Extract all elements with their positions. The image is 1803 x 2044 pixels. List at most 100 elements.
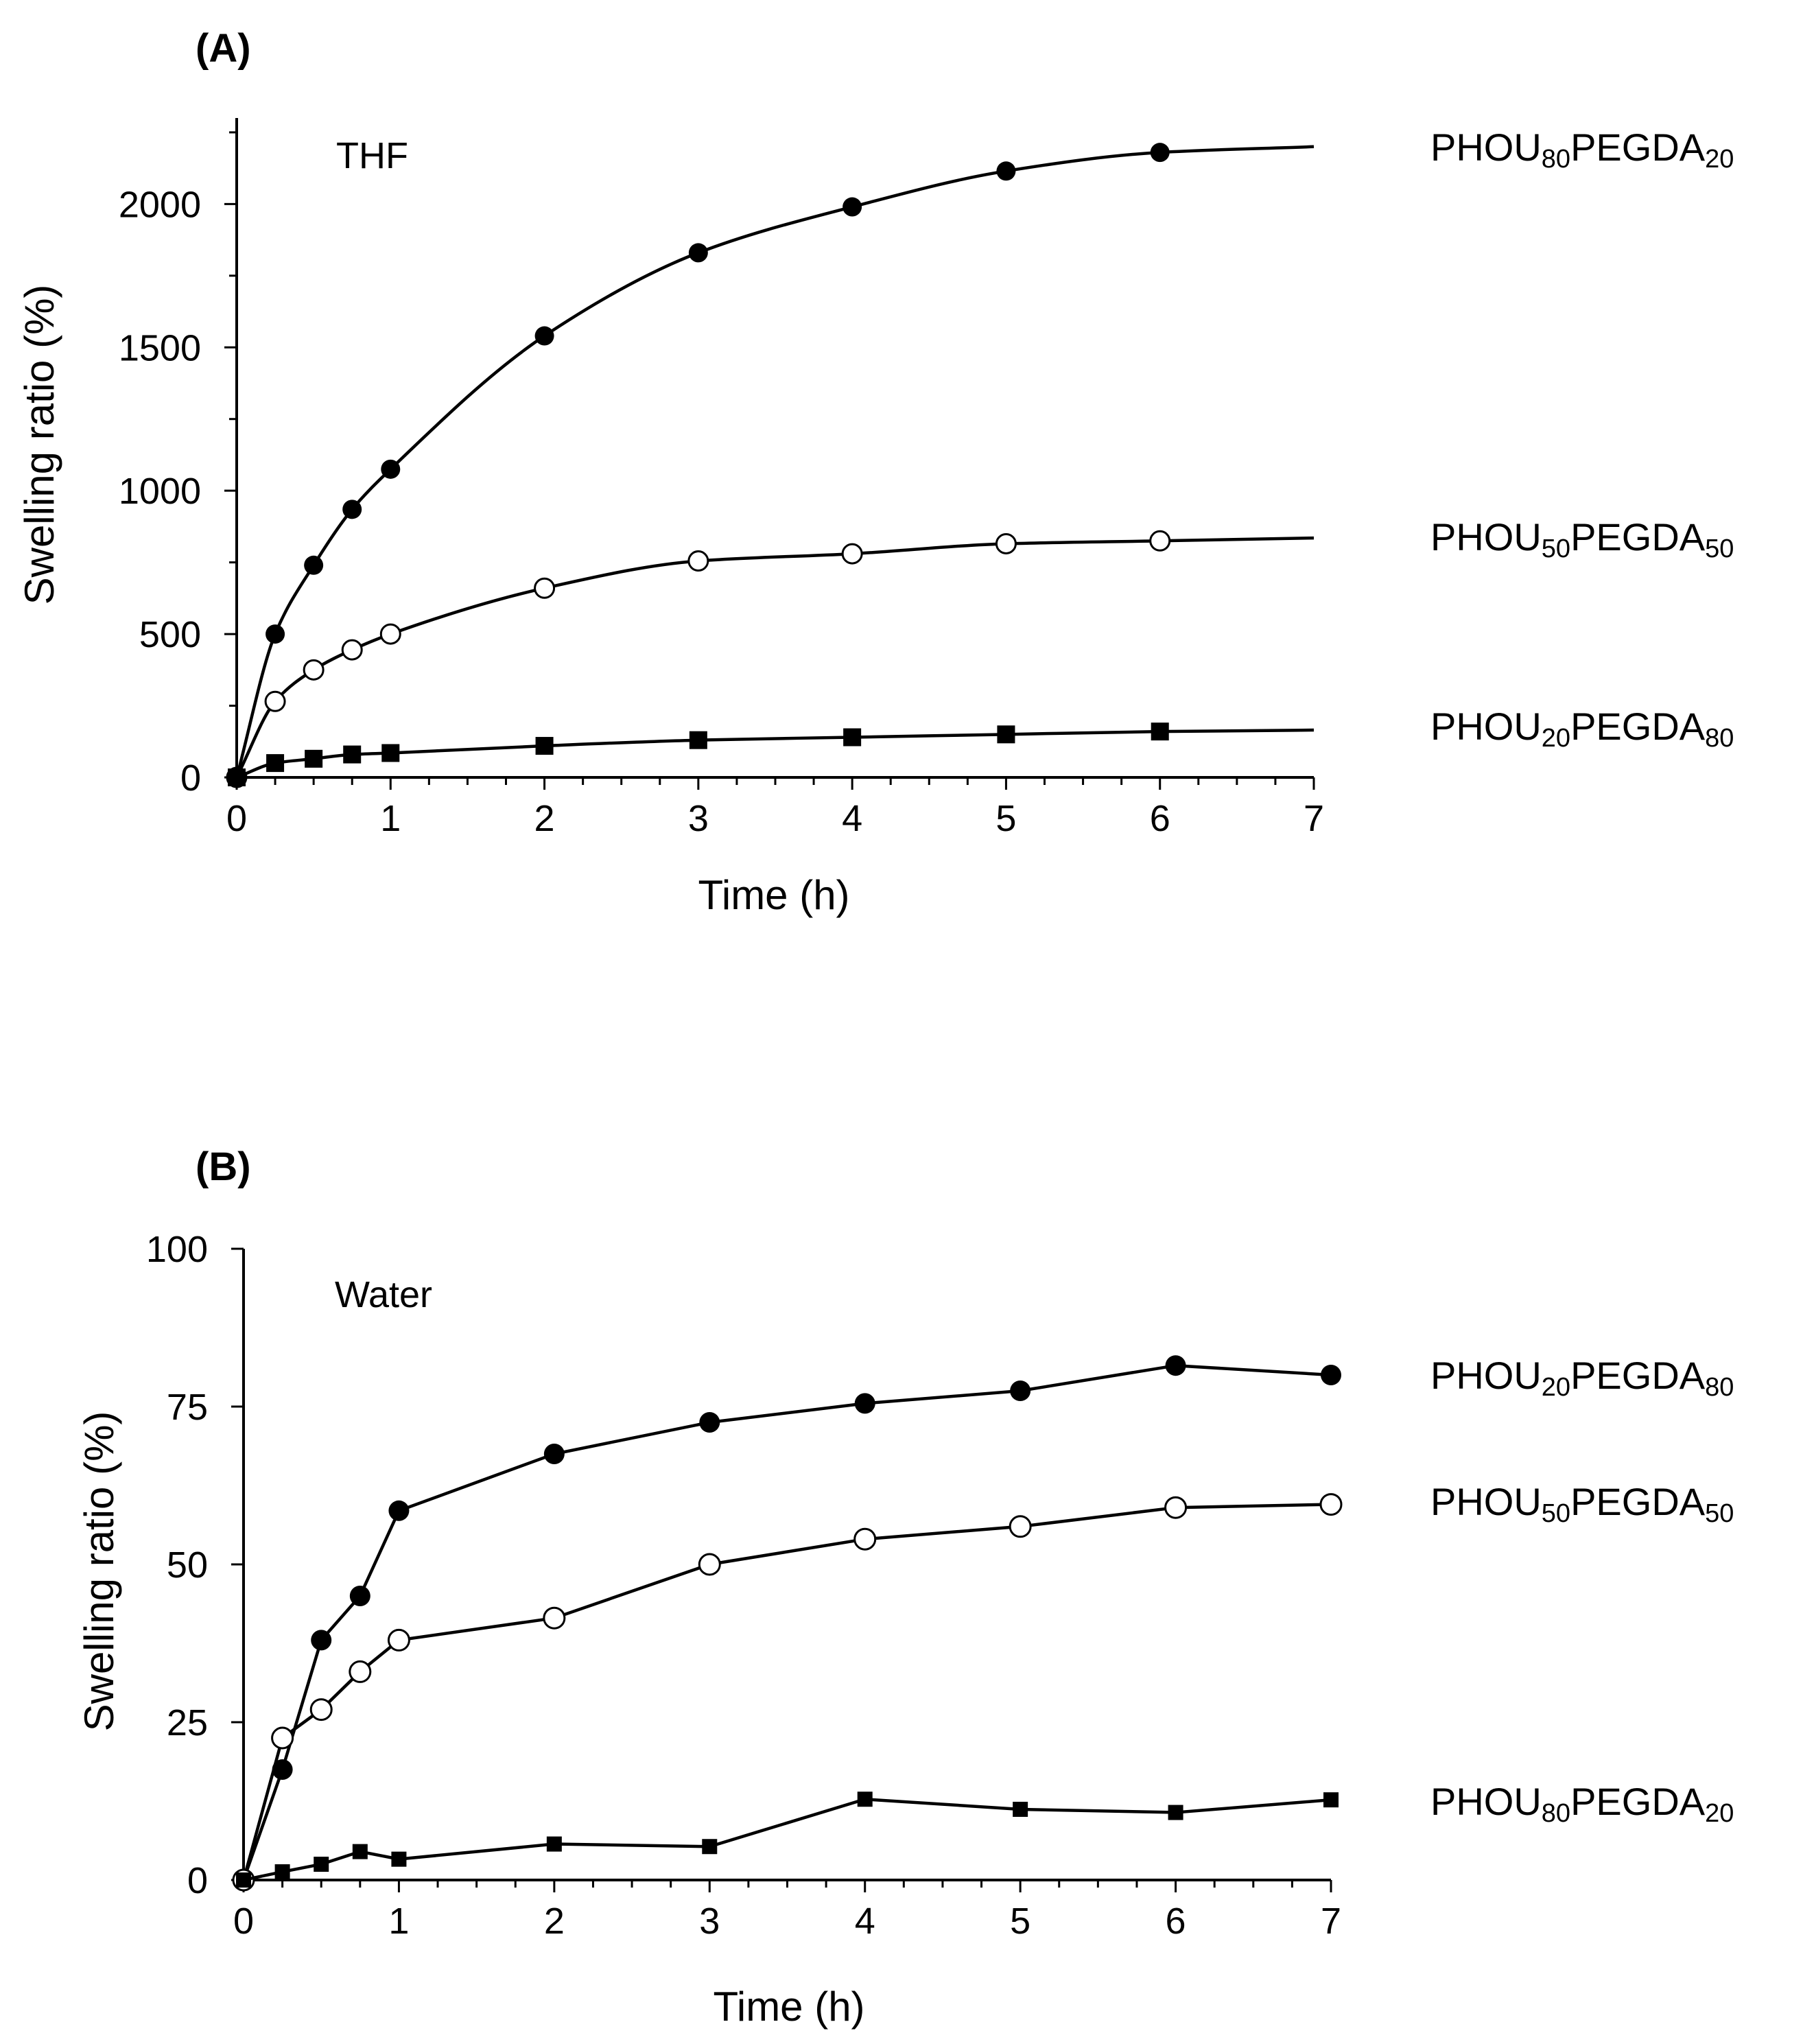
panel-a-y-tick-label: 500 — [139, 614, 201, 655]
panel-a-point-PHOU80PEGDA20 — [266, 624, 285, 644]
panel-b-point-PHOU50PEGDA50 — [543, 1606, 566, 1630]
panel-b-x-tick-label: 2 — [544, 1901, 565, 1942]
panel-a-x-tick-label: 0 — [226, 798, 247, 839]
panel-b-chart: (B) Water Time (h) Swelling ratio (%) 0 1… — [76, 1144, 1734, 2030]
series-label-subscript: 80 — [1542, 145, 1570, 174]
panel-b-point-PHOU50PEGDA50 — [349, 1660, 372, 1683]
panel-a-point-PHOU50PEGDA50 — [534, 577, 556, 599]
panel-b-point-PHOU20PEGDA80 — [1010, 1381, 1031, 1401]
series-label-text: PHOU — [1430, 1480, 1542, 1523]
panel-a-point-PHOU50PEGDA50 — [995, 532, 1017, 554]
panel-a-line-PHOU20PEGDA80 — [236, 728, 1315, 779]
series-label-text: PEGDA — [1570, 515, 1706, 559]
panel-b-point-PHOU80PEGDA20 — [546, 1836, 562, 1852]
panel-b-y-tick-label: 100 — [146, 1229, 208, 1270]
panel-a-point-PHOU50PEGDA50 — [303, 659, 325, 681]
series-label-text: PHOU — [1430, 1354, 1542, 1397]
panel-b-x-tick-label: 5 — [1010, 1901, 1030, 1942]
panel-a-point-PHOU80PEGDA20 — [842, 197, 862, 217]
panel-b-series-PHOU20PEGDA80: PHOU20PEGDA80 — [233, 1354, 1734, 1890]
panel-b-point-PHOU20PEGDA80 — [311, 1630, 332, 1651]
panel-a-point-PHOU20PEGDA80 — [343, 745, 362, 764]
panel-b-point-PHOU80PEGDA20 — [391, 1851, 407, 1867]
panel-b-point-PHOU20PEGDA80 — [349, 1586, 370, 1606]
panel-b-point-PHOU80PEGDA20 — [857, 1792, 873, 1807]
panel-b-point-PHOU20PEGDA80 — [388, 1500, 410, 1521]
panel-a-point-PHOU50PEGDA50 — [264, 690, 286, 712]
panel-b-point-PHOU20PEGDA80 — [699, 1412, 720, 1433]
panel-b-point-PHOU50PEGDA50 — [1009, 1515, 1032, 1538]
panel-a-point-PHOU50PEGDA50 — [1149, 530, 1171, 552]
series-label-subscript: 50 — [1705, 1499, 1734, 1528]
panel-a-x-tick-label: 5 — [995, 798, 1016, 839]
panel-a-series-label: PHOU20PEGDA80 — [1430, 705, 1734, 753]
panel-b-point-PHOU50PEGDA50 — [698, 1553, 721, 1576]
panel-a-y-tick-label: 2000 — [119, 184, 201, 225]
panel-a-y-axis-title: Swelling ratio (%) — [16, 285, 62, 605]
series-label-subscript: 20 — [1705, 1799, 1734, 1828]
panel-a-point-PHOU20PEGDA80 — [997, 725, 1015, 744]
panel-b-point-PHOU80PEGDA20 — [236, 1872, 251, 1888]
series-label-subscript: 50 — [1542, 1499, 1570, 1528]
panel-a-series-PHOU80PEGDA20: PHOU80PEGDA20 — [227, 126, 1734, 787]
panel-b-point-PHOU80PEGDA20 — [1168, 1805, 1183, 1820]
panel-a-point-PHOU20PEGDA80 — [843, 728, 862, 747]
panel-a-chart: (A) THF Time (h) Swelling ratio (%) 0 1 2 3… — [16, 26, 1734, 918]
panel-a-solvent-label: THF — [336, 135, 408, 176]
series-label-subscript: 20 — [1542, 1373, 1570, 1402]
panel-a-x-axis-title: Time (h) — [698, 872, 849, 918]
panel-a-point-PHOU80PEGDA20 — [996, 161, 1016, 181]
series-label-text: PEGDA — [1570, 1780, 1706, 1823]
series-label-text: PHOU — [1430, 515, 1542, 559]
panel-a-series-PHOU50PEGDA50: PHOU50PEGDA50 — [226, 515, 1734, 788]
panel-b-x-tick-label: 6 — [1166, 1901, 1186, 1942]
series-label-text: PEGDA — [1570, 705, 1706, 748]
panel-b-y-axis-title: Swelling ratio (%) — [76, 1411, 122, 1732]
panel-b-solvent-label: Water — [335, 1274, 432, 1315]
panel-a-x-tick-label: 2 — [534, 798, 555, 839]
panel-b-y-tick-label: 0 — [187, 1860, 208, 1901]
panel-a-point-PHOU20PEGDA80 — [266, 754, 285, 773]
series-label-subscript: 80 — [1542, 1799, 1570, 1828]
panel-a-point-PHOU80PEGDA20 — [1150, 143, 1170, 163]
panel-b-label: (B) — [196, 1144, 251, 1189]
panel-b-series-PHOU50PEGDA50: PHOU50PEGDA50 — [232, 1480, 1734, 1892]
panel-a-point-PHOU20PEGDA80 — [228, 768, 246, 786]
panel-b-series-label: PHOU50PEGDA50 — [1430, 1480, 1734, 1528]
panel-b-point-PHOU20PEGDA80 — [854, 1393, 875, 1414]
panel-b-series-label: PHOU80PEGDA20 — [1430, 1780, 1734, 1828]
panel-b-point-PHOU80PEGDA20 — [702, 1839, 718, 1855]
panel-b-y-tick-label: 50 — [167, 1544, 208, 1586]
panel-a-point-PHOU80PEGDA20 — [688, 243, 708, 263]
panel-b-point-PHOU20PEGDA80 — [272, 1759, 293, 1780]
panel-a-y-tick-label: 0 — [180, 757, 201, 799]
series-label-text: PHOU — [1430, 1780, 1542, 1823]
panel-b-series-label: PHOU20PEGDA80 — [1430, 1354, 1734, 1402]
panel-b-line-PHOU80PEGDA20 — [243, 1797, 1332, 1882]
panel-a-x-tick-label: 7 — [1304, 798, 1324, 839]
panel-b-x-axis-title: Time (h) — [713, 1984, 864, 2030]
panel-b-y-tick-label: 25 — [167, 1702, 208, 1743]
panel-b-point-PHOU20PEGDA80 — [1321, 1365, 1341, 1385]
series-label-subscript: 20 — [1542, 724, 1570, 753]
panel-a-point-PHOU80PEGDA20 — [381, 459, 401, 479]
panel-a-x-tick-label: 1 — [380, 798, 401, 839]
panel-b-point-PHOU80PEGDA20 — [352, 1844, 368, 1859]
panel-b-point-PHOU80PEGDA20 — [1323, 1792, 1339, 1808]
panel-b-line-PHOU20PEGDA80 — [241, 1363, 1332, 1881]
panel-a-point-PHOU50PEGDA50 — [687, 550, 709, 572]
series-label-text: PEGDA — [1570, 1480, 1706, 1523]
panel-b-point-PHOU50PEGDA50 — [1164, 1496, 1188, 1519]
series-label-text: PEGDA — [1570, 126, 1706, 169]
panel-a-label: (A) — [196, 26, 251, 71]
series-label-subscript: 50 — [1542, 535, 1570, 563]
series-label-subscript: 20 — [1705, 145, 1734, 174]
panel-a-x-tick-label: 4 — [842, 798, 862, 839]
panel-a-y-tick-label: 1500 — [119, 327, 201, 368]
panel-a-point-PHOU20PEGDA80 — [381, 744, 400, 762]
panel-b-point-PHOU80PEGDA20 — [1013, 1801, 1028, 1817]
panel-a-point-PHOU80PEGDA20 — [534, 326, 554, 346]
panel-b-x-tick-label: 1 — [388, 1901, 409, 1942]
series-label-text: PHOU — [1430, 705, 1542, 748]
